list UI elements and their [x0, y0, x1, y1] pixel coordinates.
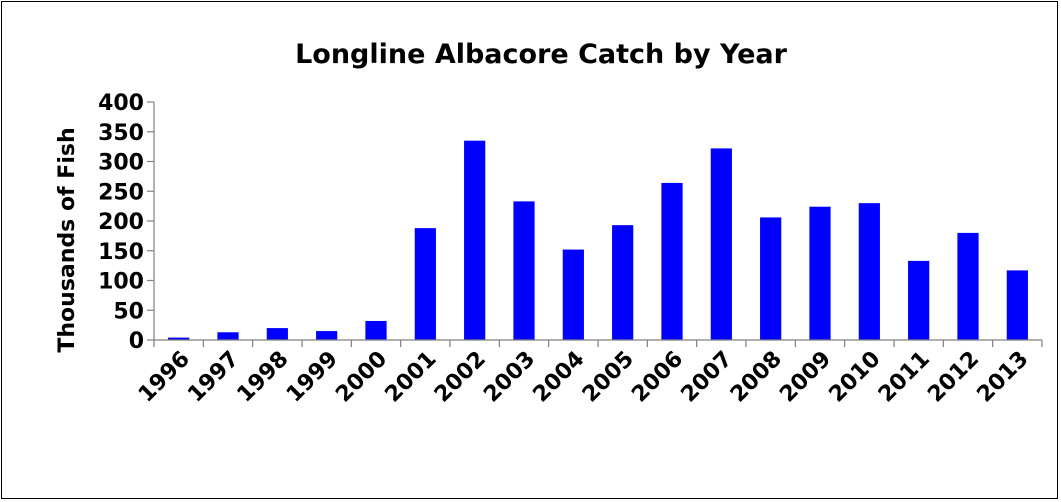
bar-2010: [858, 203, 880, 340]
y-tick-label: 400: [98, 91, 144, 116]
bar-2013: [1006, 270, 1028, 340]
x-tick-label: 1996: [134, 347, 195, 408]
x-tick-label: 2001: [381, 347, 442, 408]
x-tick-label: 1998: [233, 347, 294, 408]
bar-1998: [266, 328, 288, 340]
bar-2005: [612, 225, 634, 340]
y-tick-label: 100: [98, 270, 144, 295]
bar-2012: [957, 232, 979, 340]
x-tick-label: 2003: [479, 347, 540, 408]
y-tick-label: 300: [98, 151, 144, 176]
bar-2000: [365, 320, 387, 340]
x-tick-label: 2013: [973, 347, 1034, 408]
x-tick-label: 2007: [677, 347, 738, 408]
x-tick-label: 2012: [923, 347, 984, 408]
bar-2008: [760, 217, 782, 340]
x-tick-label: 2010: [825, 347, 886, 408]
x-tick-label: 2004: [529, 347, 590, 408]
bar-1997: [217, 332, 239, 340]
bar-2007: [710, 148, 732, 340]
bars: [168, 140, 1028, 340]
x-tick-label: 2005: [578, 347, 639, 408]
x-tick-label: 1997: [183, 347, 244, 408]
x-axis: 1996199719981999200020012002200320042005…: [134, 339, 1043, 408]
y-tick-label: 350: [98, 121, 144, 146]
y-axis: 0 50 100 150 200 250 300 350 400: [98, 91, 155, 354]
x-tick-label: 2002: [430, 347, 491, 408]
y-tick-label: 250: [98, 180, 144, 205]
bar-2004: [562, 249, 584, 340]
y-axis-label: Thousands of Fish: [55, 127, 80, 352]
x-tick-label: 2009: [775, 347, 836, 408]
y-tick-label: 200: [98, 210, 144, 235]
chart-title: Longline Albacore Catch by Year: [295, 39, 788, 70]
x-tick-label: 2000: [331, 347, 392, 408]
bar-2002: [464, 140, 486, 340]
bar-1996: [168, 337, 190, 340]
bar-1999: [316, 331, 338, 340]
bar-2003: [513, 201, 535, 340]
bar-2009: [809, 206, 831, 340]
bar-2001: [414, 228, 436, 340]
y-tick-label: 50: [113, 299, 144, 324]
x-tick-label: 2006: [627, 347, 688, 408]
bar-2006: [661, 182, 683, 340]
x-tick-label: 1999: [282, 347, 343, 408]
y-tick-label: 150: [98, 240, 144, 265]
bar-2011: [908, 260, 930, 340]
x-tick-label: 2011: [874, 347, 935, 408]
y-tick-label: 0: [129, 329, 144, 354]
x-tick-label: 2008: [726, 347, 787, 408]
